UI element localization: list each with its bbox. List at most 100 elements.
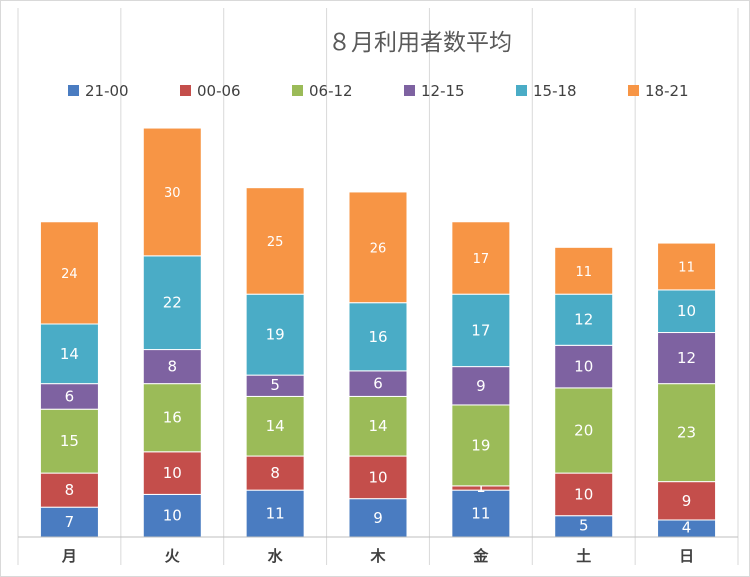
- data-label: 9: [682, 492, 692, 510]
- legend-label: 06-12: [309, 82, 353, 100]
- data-label: 5: [579, 516, 589, 534]
- data-label: 8: [270, 464, 280, 482]
- bar-segment: [39, 323, 99, 385]
- bar-segment: [554, 344, 614, 389]
- bar-segment: [348, 191, 408, 304]
- legend-label: 00-06: [197, 82, 241, 100]
- bar-segment: [657, 481, 717, 521]
- legend: 21-00 00-06 06-12 12-15 15-18 18-21: [68, 82, 689, 100]
- data-label: 9: [476, 377, 486, 395]
- legend-item-06-12: 06-12: [292, 82, 353, 100]
- category-labels: 月火水木金土日: [61, 547, 694, 565]
- legend-item-00-06: 00-06: [180, 82, 241, 100]
- data-label: 25: [267, 235, 284, 250]
- bar-segment: [39, 408, 99, 474]
- bar-segment: [142, 349, 202, 385]
- bar-stack-月: 7 8 15 6 14 24: [39, 221, 99, 538]
- data-label: 14: [266, 417, 285, 435]
- data-label: 22: [163, 294, 182, 312]
- chart-title: ８月利用者数平均: [328, 30, 512, 56]
- legend-swatch: [516, 85, 527, 96]
- data-label: 9: [373, 509, 383, 527]
- category-label: 水: [268, 547, 284, 565]
- data-label: 12: [574, 311, 593, 329]
- bar-segment: [245, 395, 305, 457]
- legend-swatch: [180, 85, 191, 96]
- data-label: 14: [60, 345, 79, 363]
- category-label: 日: [679, 547, 694, 565]
- data-label: 17: [471, 321, 490, 339]
- data-label: 6: [373, 375, 383, 393]
- bar-segment: [657, 383, 717, 483]
- data-label: 19: [266, 326, 285, 344]
- data-label: 11: [678, 260, 695, 275]
- data-label: 10: [163, 507, 182, 525]
- data-label: 24: [61, 267, 78, 282]
- data-label: 10: [368, 468, 387, 486]
- category-label: 月: [61, 547, 77, 565]
- category-label: 木: [369, 547, 386, 565]
- data-label: 10: [574, 485, 593, 503]
- data-label: 10: [163, 464, 182, 482]
- bar-segment: [245, 293, 305, 376]
- data-label: 26: [370, 241, 387, 256]
- data-label: 10: [574, 358, 593, 376]
- data-label: 11: [471, 505, 490, 523]
- data-label: 10: [677, 302, 696, 320]
- data-label: 15: [60, 432, 79, 450]
- data-label: 11: [266, 505, 285, 523]
- legend-label: 12-15: [421, 82, 465, 100]
- bar-stack-水: 11 8 14 5 19 25: [245, 187, 305, 538]
- category-label: 金: [472, 547, 489, 565]
- legend-swatch: [68, 85, 79, 96]
- legend-swatch: [292, 85, 303, 96]
- bar-segment: [554, 387, 614, 474]
- bar-segment: [348, 498, 408, 538]
- legend-swatch: [628, 85, 639, 96]
- bar-segment: [142, 451, 202, 495]
- bar-segment: [348, 395, 408, 457]
- bar-segment: [142, 255, 202, 351]
- legend-item-15-18: 15-18: [516, 82, 577, 100]
- bar-segment: [245, 187, 305, 295]
- data-label: 8: [65, 481, 75, 499]
- bar-segment: [451, 293, 511, 368]
- data-label: 16: [368, 328, 387, 346]
- bar-segment: [245, 455, 305, 491]
- bar-segment: [657, 242, 717, 291]
- data-label: 1: [476, 478, 486, 496]
- bar-segment: [39, 383, 99, 410]
- data-label: 30: [164, 186, 181, 201]
- legend-item-12-15: 12-15: [404, 82, 465, 100]
- bar-segment: [554, 246, 614, 295]
- data-label: 16: [163, 409, 182, 427]
- bar-segment: [39, 506, 99, 538]
- bar-stack-火: 10 10 16 8 22 30: [142, 127, 202, 538]
- data-label: 8: [168, 358, 178, 376]
- data-label: 17: [473, 252, 490, 267]
- data-label: 6: [65, 387, 75, 405]
- data-label: 19: [471, 436, 490, 454]
- bar-segment: [451, 489, 511, 538]
- bar-segment: [451, 404, 511, 487]
- bar-segment: [142, 127, 202, 257]
- bar-stack-土: 5 10 20 10 12 11: [554, 246, 614, 538]
- legend-label: 21-00: [85, 82, 129, 100]
- data-label: 12: [677, 349, 696, 367]
- data-label: 11: [575, 265, 592, 280]
- data-label: 5: [270, 376, 280, 394]
- data-label: 14: [368, 417, 387, 435]
- bar-segment: [554, 293, 614, 346]
- gridlines: [17, 8, 739, 565]
- data-label: 23: [677, 424, 696, 442]
- bar-segment: [657, 332, 717, 385]
- legend-item-18-21: 18-21: [628, 82, 689, 100]
- data-label: 7: [65, 513, 75, 531]
- legend-swatch: [404, 85, 415, 96]
- bar-stacks: 7815614241010168223011814519259101461626…: [39, 127, 717, 538]
- bar-segment: [39, 472, 99, 508]
- bar-segment: [451, 221, 511, 295]
